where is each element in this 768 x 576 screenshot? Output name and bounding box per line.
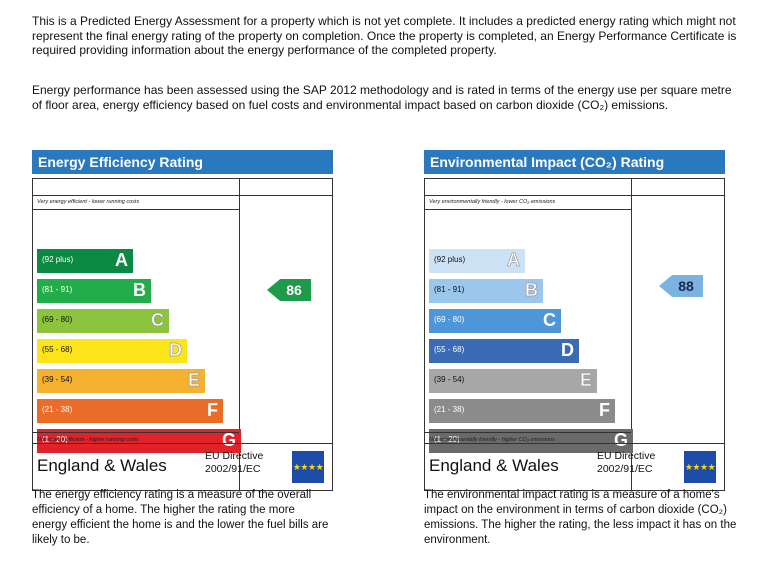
band-letter: B	[525, 280, 539, 301]
band-letter: C	[151, 310, 165, 331]
rating-band-d: (55 - 68) D	[429, 339, 579, 363]
band-letter: F	[599, 400, 610, 420]
band-letter: E	[187, 370, 201, 391]
eu-directive: EU Directive 2002/91/EC	[205, 450, 263, 476]
footer: England & Wales EU Directive 2002/91/EC …	[33, 443, 332, 490]
intro-paragraph-1: This is a Predicted Energy Assessment fo…	[32, 14, 737, 57]
environmental-impact-chart: Very environmentally friendly - lower CO…	[424, 178, 725, 491]
header-row	[33, 179, 332, 196]
separator	[33, 432, 239, 433]
rating-band-g: (1 - 20) G	[37, 429, 241, 453]
energy-efficiency-description: The energy efficiency rating is a measur…	[32, 489, 329, 546]
separator	[425, 209, 631, 210]
band-letter: D	[169, 340, 183, 361]
header-row	[425, 179, 724, 196]
band-range: (92 plus)	[42, 255, 74, 264]
directive-line-1: EU Directive	[205, 450, 264, 462]
band-letter: G	[221, 430, 236, 450]
eu-flag-icon: ★★★★	[292, 451, 324, 483]
energy-efficiency-title: Energy Efficiency Rating	[32, 150, 333, 174]
band-range: (55 - 68)	[42, 345, 73, 354]
bottom-label: Not energy efficient - higher running co…	[37, 437, 139, 443]
band-range: (21 - 38)	[434, 405, 465, 414]
band-range: (81 - 91)	[434, 285, 465, 294]
rating-band-d: (55 - 68) D	[37, 339, 187, 363]
footer: England & Wales EU Directive 2002/91/EC …	[425, 443, 724, 490]
band-range: (1 - 20)	[42, 435, 68, 444]
band-range: (81 - 91)	[42, 285, 73, 294]
separator	[425, 432, 631, 433]
top-label: Very energy efficient - lower running co…	[37, 199, 140, 205]
band-letter: D	[561, 340, 574, 360]
rating-band-e: (39 - 54) E	[429, 369, 597, 393]
current-rating-arrow: 88	[659, 275, 703, 297]
current-rating-arrow: 86	[267, 279, 311, 301]
rating-band-c: (69 - 80) C	[429, 309, 561, 333]
band-letter: E	[579, 370, 593, 391]
directive-line-1: EU Directive	[597, 450, 656, 462]
energy-efficiency-chart: Very energy efficient - lower running co…	[32, 178, 333, 491]
band-letter: B	[133, 280, 146, 300]
rating-band-g: (1 - 20) G	[429, 429, 633, 453]
band-range: (69 - 80)	[434, 315, 465, 324]
rating-band-e: (39 - 54) E	[37, 369, 205, 393]
band-range: (39 - 54)	[42, 375, 73, 384]
band-letter: G	[613, 430, 628, 450]
column-divider	[631, 179, 632, 490]
flag-stars: ★★★★	[684, 461, 716, 472]
intro-paragraph-2: Energy performance has been assessed usi…	[32, 83, 732, 112]
band-letter: A	[115, 250, 128, 270]
rating-band-a: (92 plus) A	[37, 249, 133, 273]
rating-band-c: (69 - 80) C	[37, 309, 169, 333]
region-label: England & Wales	[429, 456, 559, 475]
directive-line-2: 2002/91/EC	[205, 463, 261, 475]
rating-band-a: (92 plus) A	[429, 249, 525, 273]
eu-flag-icon: ★★★★	[684, 451, 716, 483]
band-letter: F	[207, 400, 218, 420]
band-range: (92 plus)	[434, 255, 466, 264]
band-range: (69 - 80)	[42, 315, 73, 324]
energy-efficiency-panel: Energy Efficiency Rating Very energy eff…	[32, 150, 333, 491]
rating-band-b: (81 - 91) B	[37, 279, 151, 303]
rating-band-f: (21 - 38) F	[429, 399, 615, 423]
region-label: England & Wales	[37, 456, 167, 475]
environmental-impact-title: Environmental Impact (CO₂) Rating	[424, 150, 725, 174]
separator	[33, 209, 239, 210]
environmental-impact-panel: Environmental Impact (CO₂) Rating Very e…	[424, 150, 725, 491]
band-range: (21 - 38)	[42, 405, 73, 414]
rating-band-f: (21 - 38) F	[37, 399, 223, 423]
flag-stars: ★★★★	[292, 461, 324, 472]
top-label: Very environmentally friendly - lower CO…	[429, 199, 556, 205]
environmental-impact-description: The environmental impact rating is a mea…	[424, 489, 737, 546]
eu-directive: EU Directive 2002/91/EC	[597, 450, 655, 476]
band-letter: A	[507, 250, 521, 271]
band-range: (39 - 54)	[434, 375, 465, 384]
band-range: (1 - 20)	[434, 435, 460, 444]
band-range: (55 - 68)	[434, 345, 465, 354]
directive-line-2: 2002/91/EC	[597, 463, 653, 475]
rating-band-b: (81 - 91) B	[429, 279, 543, 303]
column-divider	[239, 179, 240, 490]
band-letter: C	[543, 310, 556, 330]
bottom-label: Not environmentally friendly - higher CO…	[429, 437, 555, 443]
